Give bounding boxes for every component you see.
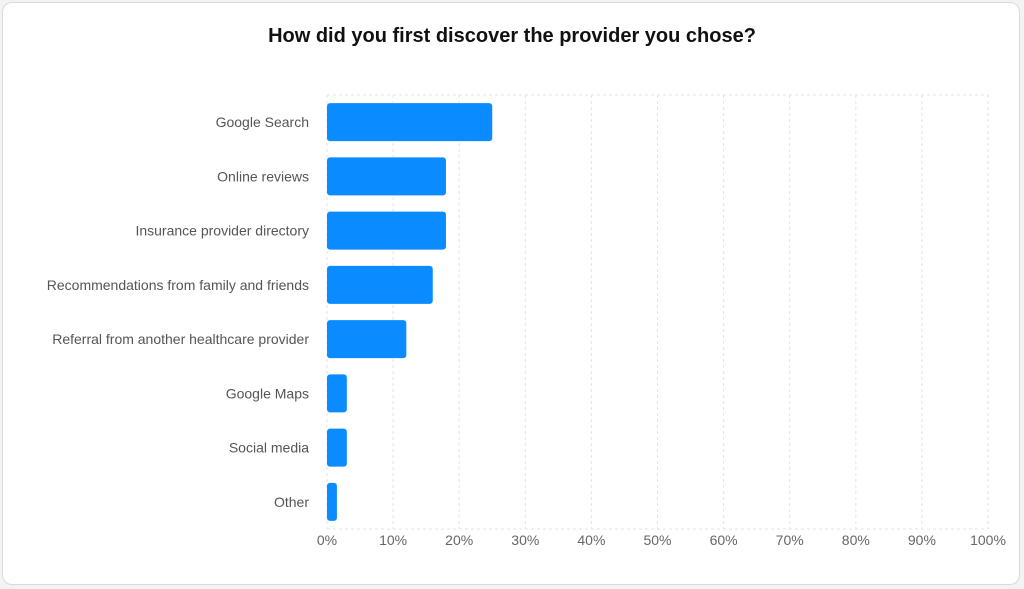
bar: [327, 320, 407, 359]
category-label: Google Search: [216, 114, 309, 130]
category-label: Insurance provider directory: [135, 223, 309, 239]
grid-lines: [326, 94, 989, 530]
category-label: Online reviews: [217, 168, 309, 184]
bar: [327, 482, 337, 521]
x-tick-label: 0%: [317, 532, 337, 548]
bar: [327, 265, 433, 304]
bar: [327, 103, 493, 142]
x-tick-label: 70%: [776, 532, 804, 548]
category-label: Referral from another healthcare provide…: [52, 331, 309, 347]
category-label: Other: [274, 494, 309, 510]
bar: [327, 428, 347, 467]
x-tick-label: 20%: [445, 532, 473, 548]
x-tick-label: 90%: [908, 532, 936, 548]
bar: [327, 211, 446, 250]
bar: [327, 374, 347, 413]
x-axis-ticks: 0% 10% 20% 30% 40% 50% 60% 70% 80% 90% 100%: [317, 532, 1006, 548]
category-labels: Google Search Online reviews Insurance pro…: [47, 114, 310, 510]
x-tick-label: 30%: [511, 532, 539, 548]
category-label: Recommendations from family and friends: [47, 277, 309, 293]
x-tick-label: 10%: [379, 532, 407, 548]
x-tick-label: 60%: [710, 532, 738, 548]
x-tick-label: 80%: [842, 532, 870, 548]
category-label: Google Maps: [226, 385, 309, 401]
category-label: Social media: [229, 440, 309, 456]
x-tick-label: 100%: [970, 532, 1006, 548]
bar: [327, 157, 446, 196]
chart-title: How did you first discover the provider …: [268, 25, 756, 47]
x-tick-label: 40%: [577, 532, 605, 548]
bars: [327, 103, 493, 521]
x-tick-label: 50%: [643, 532, 671, 548]
